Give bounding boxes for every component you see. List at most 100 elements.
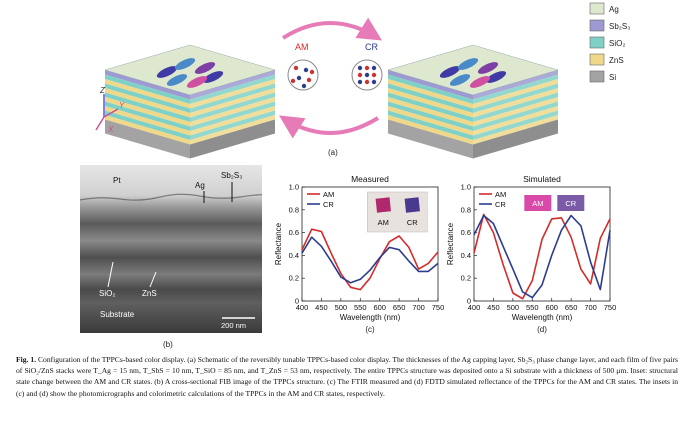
stack-layer-right	[190, 83, 275, 113]
stack-layer-right	[190, 79, 275, 109]
stack-layer-left	[388, 79, 473, 109]
stack-layer-left	[388, 74, 473, 104]
stack-layer-left	[105, 92, 190, 122]
xyz-axes-icon: Z Y X	[95, 86, 125, 134]
axis-x-label: X	[107, 125, 114, 134]
series-line-am	[473, 213, 611, 300]
legend-label-am: AM	[495, 190, 506, 199]
stack-layer-left	[388, 88, 473, 118]
legend-swatch	[589, 19, 605, 32]
tppc-stack-am	[104, 44, 276, 159]
legend-label: SiO₂	[609, 39, 625, 48]
stack-layer-right	[473, 115, 558, 145]
sem-image	[80, 165, 262, 333]
stack-petal	[457, 58, 479, 70]
inset-label-am: AM	[532, 199, 543, 208]
y-tick-label: 0.2	[461, 274, 471, 283]
x-tick-label: 750	[604, 303, 617, 312]
stack-petal	[186, 76, 208, 88]
y-tick-label: 0	[467, 297, 471, 306]
stack-petal	[469, 76, 491, 88]
inset-label-cr: CR	[565, 199, 576, 208]
stack-layer-right	[473, 74, 558, 104]
stack-layer-left	[105, 106, 190, 136]
legend-label: ZnS	[609, 56, 624, 65]
series-line-am	[301, 228, 439, 291]
x-tick-label: 750	[432, 303, 445, 312]
figure-caption: Fig. 1. Configuration of the TPPCs-based…	[16, 354, 678, 399]
stack-layer-right	[473, 106, 558, 136]
stack-layer-right	[473, 79, 558, 109]
stack-petal	[439, 66, 461, 78]
stack-layer-right	[473, 70, 558, 100]
stack-layer-right	[190, 101, 275, 131]
y-tick-label: 0.8	[289, 205, 299, 214]
plot-frame	[301, 186, 439, 302]
x-tick-label: 650	[565, 303, 578, 312]
stack-petal	[156, 66, 178, 78]
crystalline-lattice-icon	[351, 59, 383, 91]
stack-layer-right	[190, 106, 275, 136]
stack-layer-left	[105, 110, 190, 140]
x-tick-label: 400	[296, 303, 309, 312]
x-tick-label: 500	[507, 303, 520, 312]
y-axis-label: Reflectance	[446, 222, 455, 265]
stack-layer-right	[190, 88, 275, 118]
zns-label: ZnS	[142, 289, 157, 298]
inset-swatch-am	[375, 197, 391, 213]
chart-title: Measured	[351, 174, 389, 184]
legend-label: Si	[609, 73, 616, 82]
stack-petal	[194, 62, 216, 74]
x-tick-label: 450	[315, 303, 328, 312]
stack-layer-left	[105, 79, 190, 109]
scale-label: 200 nm	[221, 321, 246, 330]
stack-petal	[166, 74, 188, 86]
x-tick-label: 500	[335, 303, 348, 312]
stack-substrate-right	[473, 119, 558, 159]
stack-layer-right	[190, 92, 275, 122]
figure-canvas: AM CR Z Y X (a) Ag Sb₂S₃ SiO₂ ZnS Si	[79, 2, 630, 349]
stack-layer-right	[190, 97, 275, 127]
stack-layer-left	[388, 97, 473, 127]
inset-label-cr: CR	[407, 218, 418, 227]
y-tick-label: 0.6	[461, 228, 471, 237]
stack-layer-left	[105, 115, 190, 145]
cr-state-label: CR	[365, 42, 378, 52]
y-tick-label: 0.6	[289, 228, 299, 237]
sem-surface-roughness	[79, 193, 263, 201]
chart-measured: Measured 0 0.2 0.4 0.6 0.8 1.0 400 450 500 550 600 6…	[274, 174, 444, 334]
stack-layer-right	[473, 88, 558, 118]
inset-color-box-am	[524, 195, 552, 211]
x-tick-label: 400	[468, 303, 481, 312]
stack-layer-left	[388, 83, 473, 113]
stack-layer-left	[105, 97, 190, 127]
stack-layer-right	[190, 74, 275, 104]
stack-substrate-left	[388, 119, 473, 159]
material-legend: Ag Sb₂S₃ SiO₂ ZnS Si	[589, 2, 630, 83]
y-tick-label: 0.8	[461, 205, 471, 214]
panel-b-fib-image: Pt Ag Sb₂S₃ SiO₂ ZnS Substrate 200 nm (b…	[79, 165, 263, 349]
y-tick-label: 0.2	[289, 274, 299, 283]
y-tick-label: 1.0	[289, 183, 299, 192]
stack-layer-left	[388, 115, 473, 145]
x-tick-label: 700	[584, 303, 597, 312]
chart-title: Simulated	[523, 174, 561, 184]
tppc-stack-cr	[387, 44, 559, 159]
stack-layer-right	[473, 97, 558, 127]
stack-layer-left	[105, 88, 190, 118]
inset-color-box-cr	[557, 195, 585, 211]
stack-layer-right	[190, 70, 275, 100]
stack-petal	[477, 62, 499, 74]
stack-layer-right	[190, 115, 275, 145]
x-tick-label: 600	[373, 303, 386, 312]
sb2s3-label: Sb₂S₃	[221, 171, 242, 180]
legend-label-cr: CR	[323, 200, 334, 209]
stack-layer-right	[473, 92, 558, 122]
stack-layer-right	[190, 110, 275, 140]
y-tick-label: 0	[295, 297, 299, 306]
panel-label: (d)	[537, 325, 547, 334]
x-tick-label: 550	[354, 303, 367, 312]
stack-layer-left	[388, 70, 473, 100]
series-line-cr	[301, 236, 439, 284]
stack-layer-left	[388, 101, 473, 131]
